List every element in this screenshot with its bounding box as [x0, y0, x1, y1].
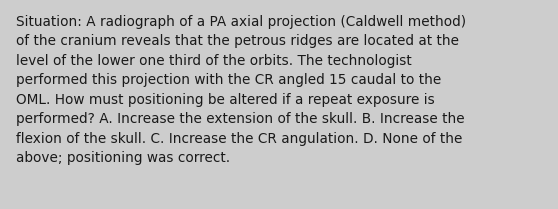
Text: Situation: A radiograph of a PA axial projection (Caldwell method)
of the craniu: Situation: A radiograph of a PA axial pr… [16, 15, 466, 165]
